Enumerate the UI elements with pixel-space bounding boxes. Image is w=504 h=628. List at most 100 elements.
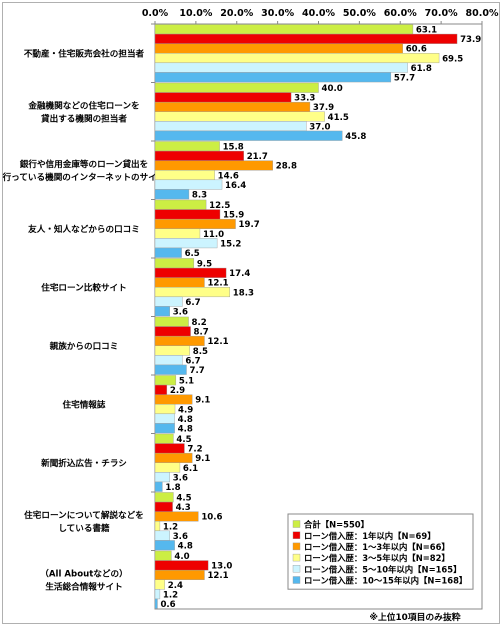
data-label: 7.2 [187, 445, 202, 455]
data-label: 7.7 [189, 366, 204, 376]
category-label: 親族からの口コミ [50, 340, 119, 352]
bar [154, 33, 458, 44]
data-label: 21.7 [247, 152, 268, 162]
legend-swatch [292, 542, 301, 551]
data-label: 6.7 [185, 298, 200, 308]
data-label: 57.7 [394, 73, 415, 83]
data-label: 33.3 [294, 94, 315, 104]
data-label: 16.4 [225, 181, 246, 191]
legend-label: ローン借入歴：1～3年以内【N=66】 [304, 542, 450, 552]
data-label: 1.2 [163, 522, 178, 532]
data-label: 6.7 [185, 356, 200, 366]
data-label: 19.7 [239, 220, 260, 230]
bar [154, 92, 292, 103]
category-label: 貸出する機関の担当者 [41, 112, 127, 124]
data-label: 60.6 [406, 45, 427, 55]
bar [154, 277, 205, 288]
bar [154, 423, 175, 434]
category-label: 新聞折込広告・チラシ [41, 457, 127, 469]
bar [154, 413, 175, 424]
x-tick-label: 50.0% [343, 8, 376, 19]
bar [154, 160, 273, 171]
legend-label: ローン借入歴：3～5年以内【N=82】 [304, 553, 450, 563]
data-label: 61.8 [411, 64, 432, 74]
data-label: 73.9 [460, 35, 481, 45]
legend-swatch [292, 531, 301, 539]
data-label: 0.6 [160, 600, 175, 610]
data-label: 12.1 [207, 279, 228, 289]
data-label: 28.8 [276, 162, 297, 172]
legend-label: ローン借入歴：10～15年以内【N=168】 [304, 576, 467, 586]
data-label: 6.5 [185, 249, 200, 259]
data-label: 8.3 [192, 190, 207, 200]
bar [154, 560, 209, 571]
data-label: 8.2 [192, 318, 207, 328]
category-label: 住宅ローン比較サイト [41, 281, 127, 293]
bar [154, 228, 201, 239]
bar [154, 394, 193, 405]
category-label: 行っている機関のインターネットのサイト [2, 171, 166, 183]
bar [154, 364, 187, 375]
footnote: ※上位10項目のみ抜粋 [369, 611, 460, 623]
bar [154, 238, 218, 249]
data-label: 4.8 [178, 415, 193, 425]
bar [154, 209, 221, 220]
category-label: 銀行や信用金庫等のローン貸出を [20, 158, 148, 170]
bar [154, 589, 161, 600]
legend-label: ローン借入歴：1年以内【N=69】 [304, 531, 436, 541]
x-tick-label: 80.0% [466, 8, 499, 19]
data-label: 11.0 [203, 230, 224, 240]
data-label: 3.6 [173, 473, 188, 483]
data-label: 69.5 [442, 54, 463, 64]
x-tick-label: 0.0% [142, 8, 169, 19]
bar [154, 130, 343, 141]
data-label: 4.5 [176, 435, 191, 445]
bar [154, 569, 205, 580]
bar [154, 82, 319, 93]
legend-swatch [292, 576, 301, 584]
data-label: 15.2 [220, 239, 241, 249]
data-label: 4.8 [178, 541, 193, 551]
data-label: 17.4 [229, 269, 250, 279]
data-label: 2.4 [168, 581, 183, 591]
data-label: 10.6 [201, 513, 222, 523]
data-label: 8.7 [194, 328, 209, 338]
x-tick-label: 10.0% [179, 8, 212, 19]
data-label: 3.6 [173, 307, 188, 317]
data-label: 15.8 [223, 142, 244, 152]
data-label: 15.9 [223, 211, 244, 221]
legend-swatch [292, 520, 301, 528]
data-label: 4.0 [174, 552, 189, 562]
bar [154, 511, 199, 522]
bar [154, 492, 174, 503]
bar [154, 179, 223, 190]
data-label: 6.1 [183, 464, 198, 474]
bar [154, 101, 311, 112]
bar [154, 267, 227, 278]
bar [154, 316, 189, 327]
bar [154, 452, 193, 463]
x-tick-label: 70.0% [425, 8, 458, 19]
bar [154, 43, 403, 54]
bar [154, 550, 172, 561]
category-label: 友人・知人などからの口コミ [28, 223, 140, 235]
bar [154, 384, 168, 395]
bar [154, 111, 325, 122]
x-tick-label: 40.0% [302, 8, 335, 19]
category-label: 金融機関などの住宅ローンを [27, 99, 139, 111]
bar [154, 24, 414, 35]
data-label: 8.5 [193, 347, 208, 357]
category-label: （All Aboutなどの） [40, 567, 127, 579]
data-label: 14.6 [218, 171, 239, 181]
bar [154, 443, 185, 454]
legend-label: ローン借入歴：5～10年以内【N=165】 [304, 564, 461, 574]
legend-swatch [292, 565, 301, 573]
bar [154, 72, 392, 83]
data-label: 4.5 [176, 493, 191, 503]
data-label: 18.3 [233, 288, 254, 298]
data-label: 12.1 [207, 337, 228, 347]
x-tick-label: 60.0% [384, 8, 417, 19]
bar [154, 258, 195, 269]
bar [154, 579, 166, 590]
